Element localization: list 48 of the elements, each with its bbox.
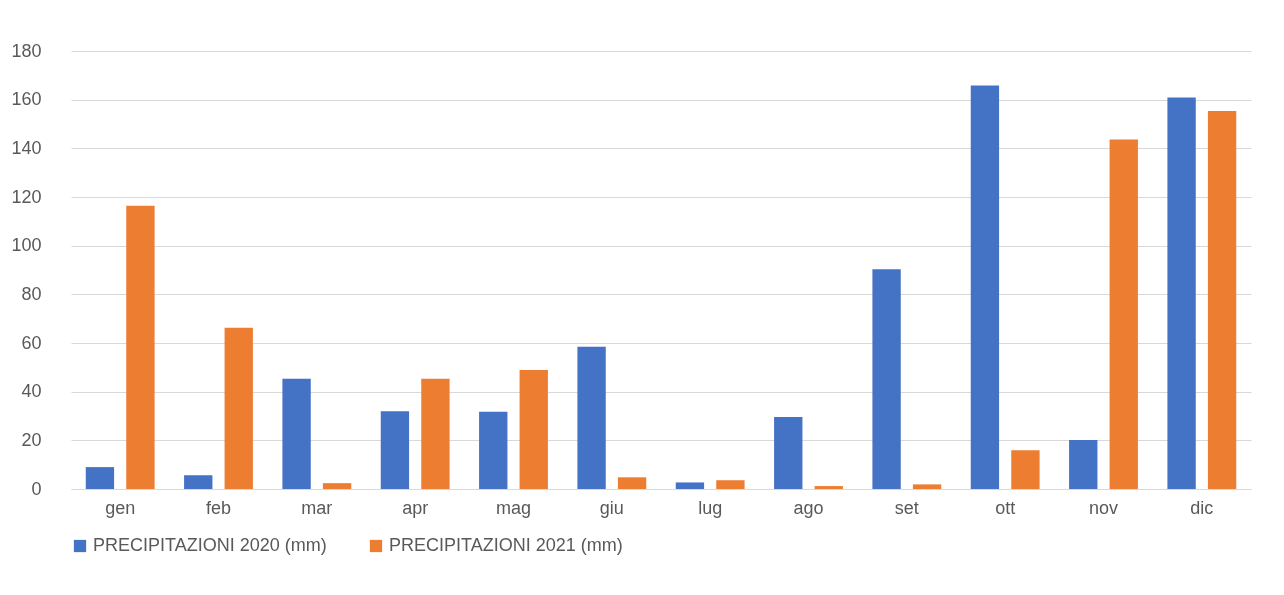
y-tick-label: 100 [11,235,42,256]
bar [519,370,548,489]
bar [322,483,352,489]
y-tick-label: 180 [11,40,42,61]
x-tick-label: nov [1088,497,1119,518]
x-tick-label: feb [205,497,232,518]
y-tick-label: 80 [21,283,42,304]
x-tick-label: giu [599,497,624,518]
x-tick-label: ott [995,497,1016,518]
x-tick-label: apr [402,497,429,518]
bar [872,269,901,489]
bar [380,411,410,489]
y-tick-label: 160 [11,89,42,110]
bar [814,486,843,489]
legend-label: PRECIPITAZIONI 2021 (mm) [389,535,623,555]
x-tick-label: mag [495,497,532,518]
y-tick-label: 0 [31,478,42,499]
bar [184,475,213,489]
x-tick-label: dic [1190,497,1214,518]
y-tick-label: 40 [21,381,42,402]
x-tick-label: lug [698,497,723,518]
bar [617,477,647,489]
y-tick-label: 60 [21,332,42,353]
bar [675,482,705,489]
bar [126,205,155,489]
y-tick-label: 20 [21,429,42,450]
bar [85,467,115,489]
bar [1167,97,1196,489]
bar [1207,111,1237,489]
bar [1069,440,1098,489]
legend-label: PRECIPITAZIONI 2020 (mm) [93,535,327,555]
bar [282,378,311,489]
bar [716,480,745,489]
bar [479,411,508,489]
bar [577,346,606,489]
bar [421,378,450,489]
x-tick-label: gen [105,497,136,518]
bar [774,416,803,489]
y-tick-label: 120 [11,186,42,207]
y-tick-label: 140 [11,137,42,158]
x-tick-label: ago [793,497,824,518]
x-tick-label: mar [301,497,333,518]
bar [1011,450,1040,489]
bar [970,85,1000,489]
x-tick-label: set [894,497,919,518]
bar [224,327,253,489]
bar [912,484,942,489]
bar [1109,139,1138,489]
